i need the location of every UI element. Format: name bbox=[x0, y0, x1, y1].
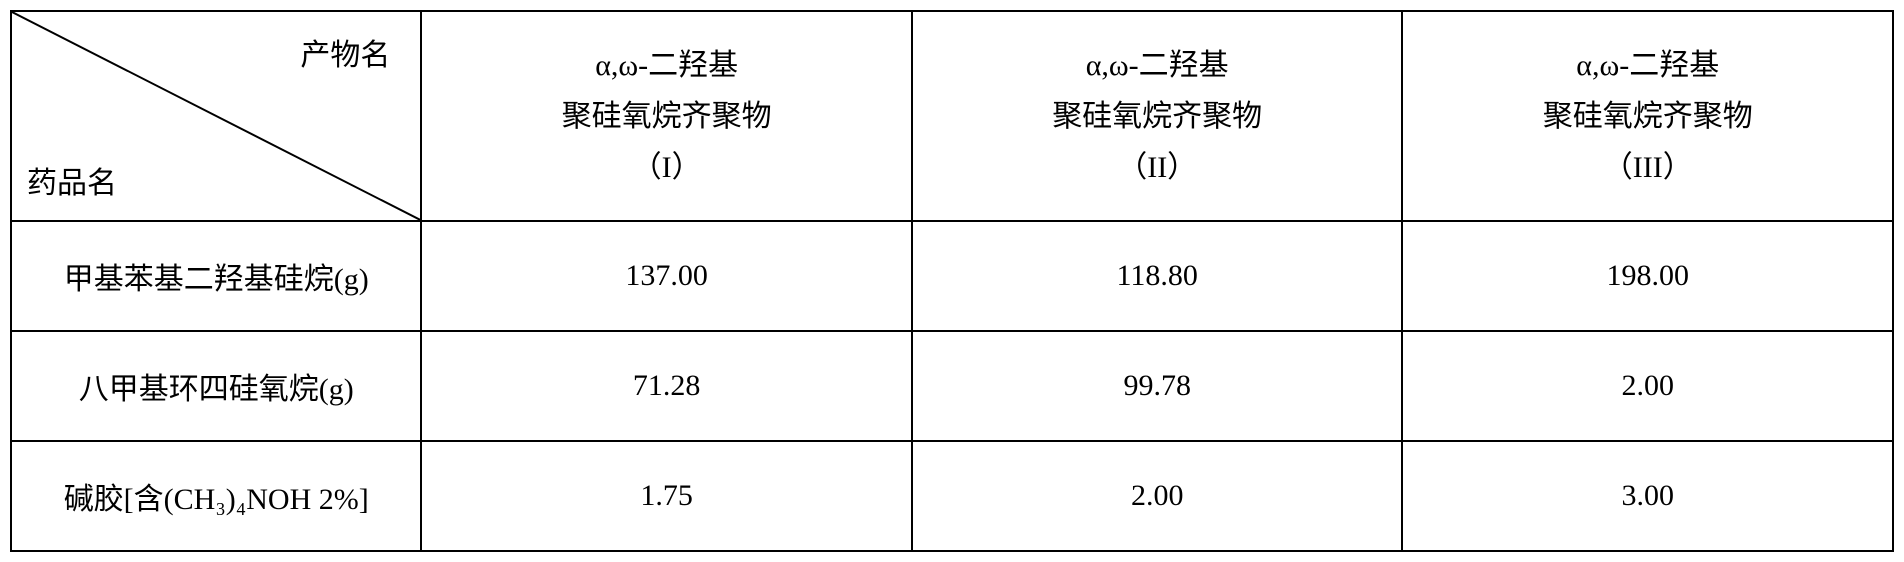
table-row: 八甲基环四硅氧烷(g) 71.28 99.78 2.00 bbox=[11, 331, 1893, 441]
diagonal-header-cell: 产物名 药品名 bbox=[11, 11, 421, 221]
header-line: （III） bbox=[1423, 142, 1872, 193]
table-row: 甲基苯基二羟基硅烷(g) 137.00 118.80 198.00 bbox=[11, 221, 1893, 331]
row-label: 八甲基环四硅氧烷(g) bbox=[11, 331, 421, 441]
header-line: α,ω-二羟基 bbox=[442, 40, 891, 91]
data-cell: 2.00 bbox=[1402, 331, 1893, 441]
header-line: α,ω-二羟基 bbox=[933, 40, 1382, 91]
data-cell: 198.00 bbox=[1402, 221, 1893, 331]
header-line: 聚硅氧烷齐聚物 bbox=[442, 91, 891, 142]
header-line: α,ω-二羟基 bbox=[1423, 40, 1872, 91]
data-cell: 2.00 bbox=[912, 441, 1403, 551]
table-row: 碱胶[含(CH₃)₄NOH 2%] 1.75 2.00 3.00 bbox=[11, 441, 1893, 551]
chemical-data-table: 产物名 药品名 α,ω-二羟基 聚硅氧烷齐聚物 （I） α,ω-二羟基 聚硅氧烷… bbox=[10, 10, 1894, 552]
header-line: （I） bbox=[442, 142, 891, 193]
table-header-row: 产物名 药品名 α,ω-二羟基 聚硅氧烷齐聚物 （I） α,ω-二羟基 聚硅氧烷… bbox=[11, 11, 1893, 221]
column-header-1: α,ω-二羟基 聚硅氧烷齐聚物 （I） bbox=[421, 11, 912, 221]
header-line: 聚硅氧烷齐聚物 bbox=[933, 91, 1382, 142]
header-line: （II） bbox=[933, 142, 1382, 193]
column-header-2: α,ω-二羟基 聚硅氧烷齐聚物 （II） bbox=[912, 11, 1403, 221]
data-cell: 137.00 bbox=[421, 221, 912, 331]
header-line: 聚硅氧烷齐聚物 bbox=[1423, 91, 1872, 142]
data-cell: 99.78 bbox=[912, 331, 1403, 441]
data-cell: 118.80 bbox=[912, 221, 1403, 331]
data-cell: 1.75 bbox=[421, 441, 912, 551]
data-cell: 71.28 bbox=[421, 331, 912, 441]
row-label: 碱胶[含(CH₃)₄NOH 2%] bbox=[11, 441, 421, 551]
row-label: 甲基苯基二羟基硅烷(g) bbox=[11, 221, 421, 331]
data-cell: 3.00 bbox=[1402, 441, 1893, 551]
diagonal-bottom-label: 药品名 bbox=[27, 158, 117, 202]
column-header-3: α,ω-二羟基 聚硅氧烷齐聚物 （III） bbox=[1402, 11, 1893, 221]
diagonal-top-label: 产物名 bbox=[300, 30, 390, 74]
